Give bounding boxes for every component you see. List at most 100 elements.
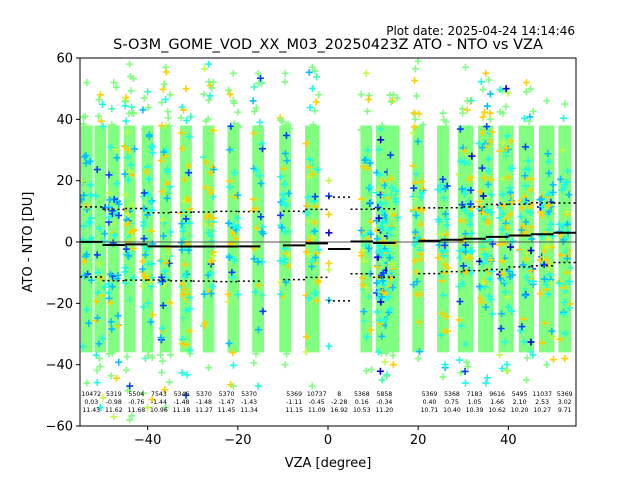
x-tick-label: 20: [410, 433, 427, 448]
bin-mean-label: 0.75: [445, 399, 459, 406]
data-point: [549, 356, 557, 364]
data-point: [359, 281, 367, 289]
data-point: [254, 382, 262, 390]
data-point: [484, 180, 492, 188]
bin-count-label: 5504: [128, 391, 144, 398]
data-point: [545, 169, 553, 177]
data-point: [386, 254, 394, 262]
data-point: [161, 386, 169, 394]
data-point: [543, 127, 551, 135]
data-point: [160, 232, 168, 240]
data-point: [393, 214, 401, 222]
data-point: [521, 291, 529, 299]
data-point: [157, 257, 165, 265]
data-point: [108, 283, 116, 291]
bin-mean-label: -1.47: [219, 399, 235, 406]
data-point: [182, 85, 190, 93]
data-point: [363, 107, 371, 115]
data-point: [158, 324, 166, 332]
data-point: [483, 374, 491, 382]
data-point: [209, 126, 217, 134]
data-point: [565, 191, 573, 199]
data-point: [178, 239, 186, 247]
data-point: [483, 123, 491, 131]
data-point: [113, 154, 121, 162]
data-point: [111, 231, 119, 239]
data-point-isolated: [325, 177, 333, 185]
data-point: [249, 196, 257, 204]
data-point: [486, 109, 494, 117]
data-point: [499, 257, 507, 265]
data-point: [164, 108, 172, 116]
data-point: [229, 349, 237, 357]
data-point: [83, 250, 91, 258]
data-point: [106, 299, 114, 307]
data-point: [528, 235, 536, 243]
data-point: [206, 189, 214, 197]
data-point: [506, 184, 514, 192]
data-point: [522, 376, 530, 384]
data-point: [438, 247, 446, 255]
data-point: [209, 78, 217, 86]
data-point: [376, 367, 384, 375]
data-point: [417, 193, 425, 201]
data-point: [411, 257, 419, 265]
data-point-isolated: [325, 342, 333, 350]
data-point: [106, 270, 114, 278]
data-point: [303, 202, 311, 210]
data-point: [389, 284, 397, 292]
data-point: [519, 261, 527, 269]
data-point: [80, 191, 88, 199]
data-point: [229, 97, 237, 105]
data-point: [185, 246, 193, 254]
data-point: [123, 129, 131, 137]
data-point: [483, 206, 491, 214]
data-point: [148, 353, 156, 361]
data-point: [234, 290, 242, 298]
data-point: [379, 269, 387, 277]
data-point: [377, 136, 385, 144]
data-point: [524, 157, 532, 165]
data-point: [486, 90, 494, 98]
data-point: [559, 222, 567, 230]
data-point: [375, 214, 383, 222]
data-point: [502, 367, 510, 375]
data-point: [467, 186, 475, 194]
data-point: [545, 158, 553, 166]
data-point: [496, 147, 504, 155]
data-point: [124, 387, 132, 395]
data-point: [115, 211, 123, 219]
data-point: [543, 256, 551, 264]
data-point: [362, 367, 370, 375]
data-point: [105, 213, 113, 221]
data-point: [481, 108, 489, 116]
data-point: [545, 201, 553, 209]
scatter-column-core: [202, 125, 215, 353]
data-point: [258, 291, 266, 299]
scatter-column-core: [252, 125, 264, 353]
data-point: [80, 126, 88, 134]
data-point: [436, 230, 444, 238]
data-point: [559, 146, 567, 154]
data-point: [409, 162, 417, 170]
data-point: [148, 206, 156, 214]
data-point: [390, 211, 398, 219]
bin-mean-label: -1.44: [151, 399, 167, 406]
data-point: [113, 180, 121, 188]
data-point: [503, 293, 511, 301]
data-point: [179, 314, 187, 322]
y-axis-label: ATO - NTO [DU]: [21, 192, 36, 293]
data-point: [455, 171, 463, 179]
data-point: [81, 272, 89, 280]
data-point: [308, 63, 316, 71]
bin-std-label: 11.34: [240, 407, 258, 414]
data-point: [374, 203, 382, 211]
data-point: [129, 273, 137, 281]
data-point: [281, 255, 289, 263]
data-point: [440, 116, 448, 124]
data-point: [283, 350, 291, 358]
data-point: [384, 247, 392, 255]
data-point: [304, 209, 312, 217]
